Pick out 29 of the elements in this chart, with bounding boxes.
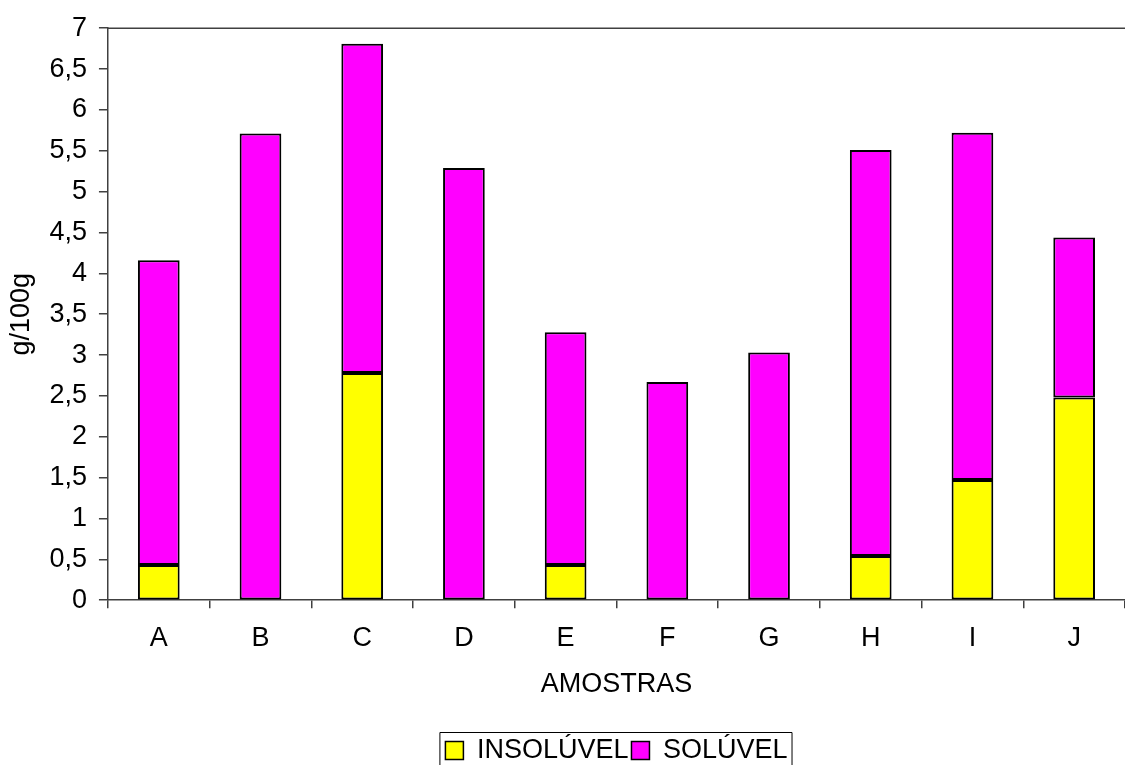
x-axis-title: AMOSTRAS xyxy=(540,668,693,699)
y-tick-label: 3,5 xyxy=(49,297,87,328)
y-tick-label: 6 xyxy=(71,93,87,124)
y-axis-title: g/100g xyxy=(4,272,35,356)
x-tick-label: J xyxy=(1067,621,1081,652)
x-tick-label: D xyxy=(454,621,474,652)
y-tick-label: 1 xyxy=(71,501,87,532)
x-tick-label: B xyxy=(251,621,270,652)
legend-label: INSOLÚVEL xyxy=(476,732,629,764)
y-tick-label: 0,5 xyxy=(49,542,87,573)
y-tick-label: 3 xyxy=(71,338,87,369)
y-tick-label: 6,5 xyxy=(49,52,87,83)
x-tick-label: G xyxy=(758,621,780,652)
y-tick-label: 2,5 xyxy=(49,379,87,410)
y-tick-label: 2 xyxy=(71,420,87,451)
y-tick-label: 0 xyxy=(71,583,87,614)
y-tick-label: 4,5 xyxy=(49,215,87,246)
legend-label: SOLÚVEL xyxy=(662,732,788,764)
x-tick-label: C xyxy=(352,621,372,652)
x-tick-label: H xyxy=(860,621,881,652)
y-tick-label: 5,5 xyxy=(49,134,87,165)
y-tick-label: 5 xyxy=(71,175,87,206)
x-tick-label: I xyxy=(968,621,977,652)
x-tick-label: E xyxy=(556,621,575,652)
x-tick-label: A xyxy=(149,621,168,652)
y-tick-label: 1,5 xyxy=(49,461,87,492)
y-tick-label: 4 xyxy=(71,256,87,287)
y-tick-label: 7 xyxy=(71,11,87,42)
x-tick-label: F xyxy=(659,621,676,652)
